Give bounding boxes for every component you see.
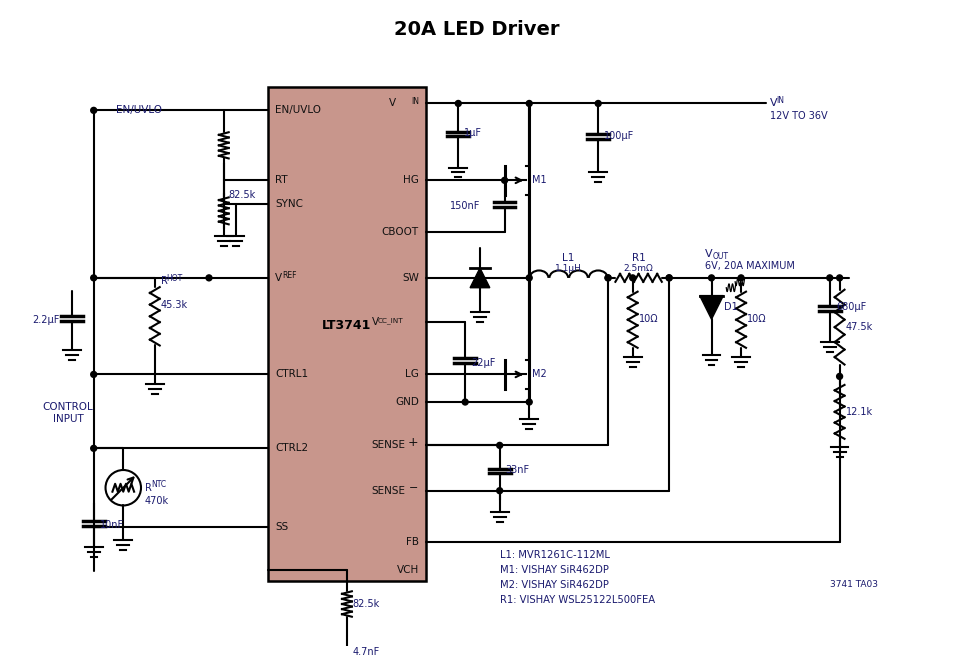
Text: L1: L1: [562, 253, 575, 263]
Text: EN/UVLO: EN/UVLO: [274, 106, 320, 115]
Circle shape: [665, 275, 672, 281]
Text: R: R: [160, 276, 168, 286]
Circle shape: [836, 275, 841, 281]
Text: 1.1μH: 1.1μH: [555, 264, 581, 272]
Text: M1: M1: [532, 175, 546, 185]
Text: OUT: OUT: [712, 252, 728, 260]
Text: 470k: 470k: [145, 495, 169, 506]
Text: 1μF: 1μF: [464, 128, 481, 138]
Polygon shape: [699, 296, 722, 319]
Text: 12.1k: 12.1k: [844, 407, 872, 417]
Text: LT3741: LT3741: [322, 319, 372, 332]
Circle shape: [526, 100, 532, 106]
Text: 3741 TA03: 3741 TA03: [829, 580, 877, 589]
Circle shape: [708, 275, 714, 281]
Text: IN: IN: [776, 96, 783, 105]
Text: 20A LED Driver: 20A LED Driver: [394, 20, 559, 39]
Text: 10nF: 10nF: [99, 520, 124, 530]
Circle shape: [526, 399, 532, 405]
Text: 47.5k: 47.5k: [844, 322, 872, 332]
Text: VCH: VCH: [396, 565, 418, 575]
Text: SENSE: SENSE: [371, 440, 405, 451]
Circle shape: [738, 275, 743, 281]
Text: SYNC: SYNC: [274, 199, 303, 209]
Text: V: V: [769, 98, 777, 108]
Text: HOT: HOT: [167, 274, 183, 283]
Text: M2: M2: [532, 369, 546, 379]
Text: 2.2μF: 2.2μF: [32, 316, 60, 325]
Bar: [268, 87, 425, 581]
Circle shape: [206, 275, 212, 281]
Text: REF: REF: [281, 272, 296, 280]
Text: 33nF: 33nF: [505, 465, 529, 475]
Text: 45.3k: 45.3k: [160, 300, 188, 310]
Text: −: −: [408, 483, 417, 493]
Circle shape: [501, 177, 507, 183]
Text: 6V, 20A MAXIMUM: 6V, 20A MAXIMUM: [704, 261, 794, 271]
Text: NTC: NTC: [151, 480, 166, 489]
Text: CONTROL: CONTROL: [43, 402, 93, 412]
Circle shape: [604, 275, 610, 281]
Text: R: R: [145, 483, 152, 493]
Circle shape: [526, 275, 532, 281]
Text: SS: SS: [274, 522, 288, 532]
Text: 4.7nF: 4.7nF: [353, 647, 379, 656]
Circle shape: [91, 445, 96, 451]
Text: 2.5mΩ: 2.5mΩ: [623, 264, 653, 272]
Text: 22μF: 22μF: [471, 358, 495, 367]
Text: CTRL2: CTRL2: [274, 443, 308, 453]
Circle shape: [836, 373, 841, 379]
Text: HG: HG: [402, 175, 418, 185]
Text: SW: SW: [401, 273, 418, 283]
Text: RT: RT: [274, 175, 288, 185]
Text: V: V: [704, 249, 712, 259]
Text: CBOOT: CBOOT: [381, 226, 418, 237]
Text: SENSE: SENSE: [371, 485, 405, 496]
Text: V: V: [274, 273, 282, 283]
Circle shape: [497, 488, 502, 494]
Text: GND: GND: [395, 397, 418, 407]
Text: INPUT: INPUT: [52, 414, 83, 424]
Text: IN: IN: [411, 97, 418, 106]
Text: 680μF: 680μF: [836, 302, 866, 312]
Circle shape: [91, 371, 96, 377]
Text: 10Ω: 10Ω: [746, 314, 766, 324]
Circle shape: [91, 108, 96, 113]
Text: V: V: [371, 318, 378, 327]
Text: R1: R1: [631, 253, 645, 263]
Text: LG: LG: [405, 369, 418, 379]
Circle shape: [826, 275, 832, 281]
Text: V: V: [389, 98, 395, 108]
Text: 100μF: 100μF: [603, 131, 634, 141]
Circle shape: [595, 100, 600, 106]
Circle shape: [629, 275, 635, 281]
Text: EN/UVLO: EN/UVLO: [115, 106, 161, 115]
Text: +: +: [407, 436, 417, 449]
Text: 82.5k: 82.5k: [229, 190, 255, 200]
Text: 82.5k: 82.5k: [353, 599, 379, 609]
Text: CTRL1: CTRL1: [274, 369, 308, 379]
Circle shape: [604, 275, 610, 281]
Text: CC_INT: CC_INT: [377, 317, 403, 323]
Circle shape: [665, 275, 672, 281]
Text: L1: MVR1261C-112ML
M1: VISHAY SiR462DP
M2: VISHAY SiR462DP
R1: VISHAY WSL25122L5: L1: MVR1261C-112ML M1: VISHAY SiR462DP M…: [499, 550, 654, 605]
Text: D1: D1: [723, 302, 738, 312]
Circle shape: [455, 100, 460, 106]
Text: 12V TO 36V: 12V TO 36V: [769, 112, 826, 121]
Polygon shape: [470, 268, 489, 288]
Text: 150nF: 150nF: [450, 201, 480, 211]
Circle shape: [497, 442, 502, 448]
Text: 10Ω: 10Ω: [638, 314, 658, 324]
Circle shape: [91, 275, 96, 281]
Circle shape: [462, 399, 468, 405]
Text: FB: FB: [405, 537, 418, 547]
